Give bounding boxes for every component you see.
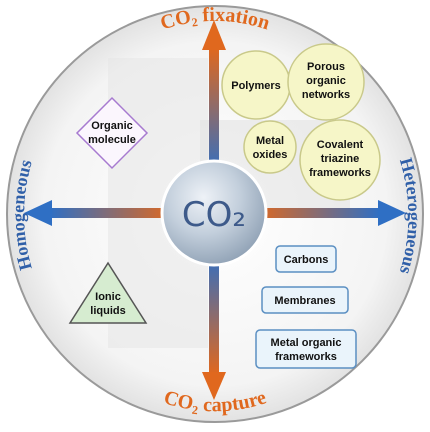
svg-text:Organic: Organic <box>91 120 133 132</box>
covalent-triazine-frameworks-circle: Covalent triazine frameworks <box>299 119 381 201</box>
svg-text:liquids: liquids <box>90 305 125 317</box>
metal-organic-frameworks-box: Metal organic frameworks <box>255 329 357 369</box>
svg-text:triazine: triazine <box>321 153 360 165</box>
svg-text:Metal organic: Metal organic <box>271 337 342 349</box>
svg-text:Membranes: Membranes <box>274 295 335 307</box>
arrow-up <box>202 20 226 176</box>
metal-oxides-circle: Metal oxides <box>243 120 297 174</box>
svg-text:frameworks: frameworks <box>275 351 337 363</box>
svg-text:molecule: molecule <box>88 134 136 146</box>
svg-text:Ionic: Ionic <box>95 291 121 303</box>
co2-center-label: CO₂ <box>182 195 246 235</box>
svg-text:frameworks: frameworks <box>309 167 371 179</box>
svg-text:Porous: Porous <box>307 61 345 73</box>
arrow-down <box>202 252 226 400</box>
ionic-liquids-triangle: Ionic liquids <box>68 261 148 324</box>
svg-text:organic: organic <box>306 75 346 87</box>
svg-text:Metal: Metal <box>256 135 284 147</box>
arrow-left <box>24 200 174 226</box>
svg-text:oxides: oxides <box>253 149 288 161</box>
carbons-box: Carbons <box>275 245 337 273</box>
polymers-circle: Polymers <box>221 50 291 120</box>
porous-organic-networks-circle: Porous organic networks <box>287 43 365 121</box>
svg-text:networks: networks <box>302 89 350 101</box>
svg-text:Polymers: Polymers <box>231 80 281 92</box>
svg-text:Carbons: Carbons <box>284 254 329 266</box>
membranes-box: Membranes <box>261 286 349 314</box>
co2-sphere: CO₂ <box>160 159 268 267</box>
arrow-right <box>254 200 406 226</box>
svg-text:Covalent: Covalent <box>317 139 364 151</box>
organic-molecule-diamond: Organic molecule <box>75 96 149 170</box>
